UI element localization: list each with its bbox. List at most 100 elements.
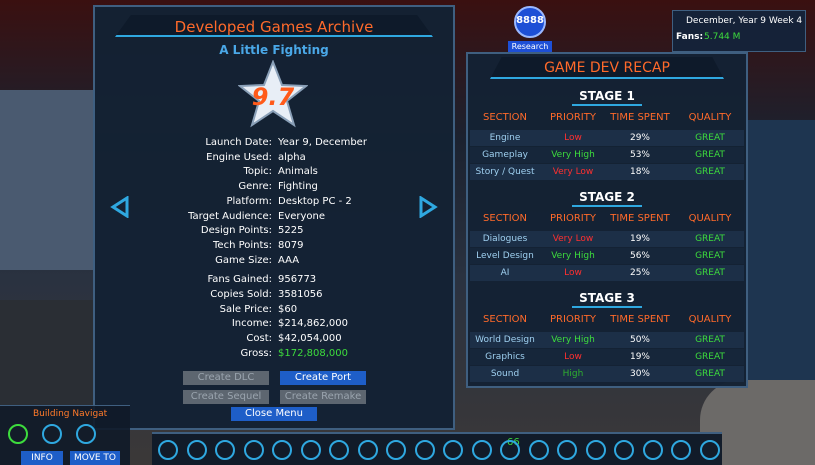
recap-row-bg: [470, 265, 744, 281]
info-button[interactable]: INFO: [21, 451, 63, 465]
detail-value: AAA: [278, 254, 300, 266]
stage-title: STAGE 2: [579, 190, 635, 204]
column-header: SECTION: [482, 112, 528, 123]
recap-priority: Very Low: [552, 167, 594, 177]
toolbar-icon[interactable]: [500, 440, 520, 460]
detail-value: alpha: [278, 151, 306, 163]
column-header: PRIORITY: [550, 314, 596, 325]
recap-quality: GREAT: [695, 352, 725, 362]
stage-title: STAGE 3: [579, 291, 635, 305]
hud-box: [672, 10, 806, 52]
detail-label: Genre:: [238, 181, 272, 193]
column-header: SECTION: [482, 314, 528, 325]
nav-icon[interactable]: [76, 424, 96, 444]
recap-section: Gameplay: [482, 150, 528, 160]
toolbar-icon[interactable]: [699, 440, 720, 460]
hud-date: December, Year 9 Week 4: [686, 16, 803, 26]
next-arrow[interactable]: [418, 196, 438, 218]
toolbar-icon[interactable]: [329, 440, 349, 460]
toolbar-icon[interactable]: [243, 440, 264, 460]
stage-underline: [572, 104, 642, 106]
prev-arrow[interactable]: [110, 196, 130, 218]
action-button: Create Remake: [280, 390, 366, 404]
column-header: TIME SPENT: [610, 112, 670, 123]
toolbar-icon[interactable]: [414, 440, 435, 460]
stage-title: STAGE 1: [579, 89, 635, 103]
research-badge[interactable]: [514, 6, 546, 38]
toolbar-icon[interactable]: [528, 440, 549, 460]
detail-label: Launch Date:: [205, 137, 272, 148]
recap-time: 30%: [629, 369, 650, 379]
detail-value: Fighting: [278, 181, 318, 193]
move-button[interactable]: MOVE TO: [70, 451, 120, 465]
recap-section: Level Design: [476, 251, 534, 261]
toolbar-icon[interactable]: [585, 440, 606, 460]
detail-value: $214,862,000: [278, 318, 348, 330]
toolbar: [152, 432, 722, 465]
recap-row-bg: [470, 130, 744, 146]
recap-time: 25%: [629, 268, 650, 278]
toolbar-icon[interactable]: [300, 440, 321, 460]
toolbar-icon[interactable]: [671, 440, 691, 460]
recap-row-bg: [470, 366, 744, 382]
research-label[interactable]: Research: [508, 41, 552, 53]
toolbar-icon[interactable]: [215, 440, 235, 460]
action-button[interactable]: Close Menu: [231, 407, 317, 421]
action-button: Create DLC: [183, 371, 269, 385]
recap-row-bg: [470, 231, 744, 247]
stage-underline: [572, 205, 642, 207]
detail-label: Fans Gained:: [207, 274, 272, 286]
recap-quality: GREAT: [695, 234, 725, 244]
detail-label: Tech Points:: [213, 239, 272, 251]
detail-value: Year 9, December: [278, 137, 367, 148]
detail-value: $172,808,000: [278, 347, 348, 359]
nav-icon[interactable]: [42, 424, 62, 444]
recap-row-bg: [470, 147, 744, 163]
star-shape: [238, 60, 308, 128]
nav-icon[interactable]: [8, 424, 28, 444]
recap-priority: Low: [564, 268, 582, 278]
recap-time: 29%: [629, 133, 650, 143]
recap-section: Graphics: [485, 352, 525, 362]
recap-row-bg: [470, 349, 744, 365]
column-header: QUALITY: [688, 112, 732, 123]
detail-value: 5225: [278, 225, 304, 237]
toolbar-icon[interactable]: [386, 440, 406, 460]
recap-section: Sound: [490, 369, 520, 379]
recap-quality: GREAT: [695, 369, 725, 379]
recap-section: Engine: [489, 133, 521, 143]
toolbar-icon[interactable]: [557, 440, 577, 460]
action-button[interactable]: Create Port: [280, 371, 366, 385]
toolbar-icon[interactable]: [642, 440, 663, 460]
toolbar-icon[interactable]: [471, 440, 492, 460]
toolbar-icon[interactable]: [186, 440, 207, 460]
column-header: TIME SPENT: [610, 314, 670, 325]
desk-bg: [0, 300, 95, 410]
toolbar-icon[interactable]: [443, 440, 463, 460]
research-count: 8888: [516, 15, 544, 26]
toolbar-icon[interactable]: [158, 440, 178, 460]
navigation-title: Building Navigat: [33, 409, 108, 419]
column-header: TIME SPENT: [610, 213, 670, 224]
toolbar-icon[interactable]: [357, 440, 378, 460]
recap-time: 53%: [629, 150, 650, 160]
detail-label: Income:: [231, 318, 272, 330]
recap-time: 56%: [629, 251, 650, 261]
recap-title-bar: [490, 57, 724, 79]
window-bg-right: [748, 120, 815, 390]
toolbar-icon[interactable]: [614, 440, 634, 460]
recap-time: 19%: [629, 234, 650, 244]
detail-value: $42,054,000: [278, 333, 342, 345]
column-header: SECTION: [482, 213, 528, 224]
detail-label: Platform:: [226, 195, 272, 207]
recap-priority: Very High: [551, 150, 595, 160]
hud-fans-value: 5.744 M: [704, 32, 741, 42]
detail-value: Everyone: [278, 210, 326, 222]
detail-value: $60: [278, 303, 298, 315]
toolbar-icon[interactable]: [272, 440, 292, 460]
recap-quality: GREAT: [695, 133, 725, 143]
stage-underline: [572, 306, 642, 308]
detail-label: Target Audience:: [188, 210, 272, 222]
recap-row-bg: [470, 332, 744, 348]
